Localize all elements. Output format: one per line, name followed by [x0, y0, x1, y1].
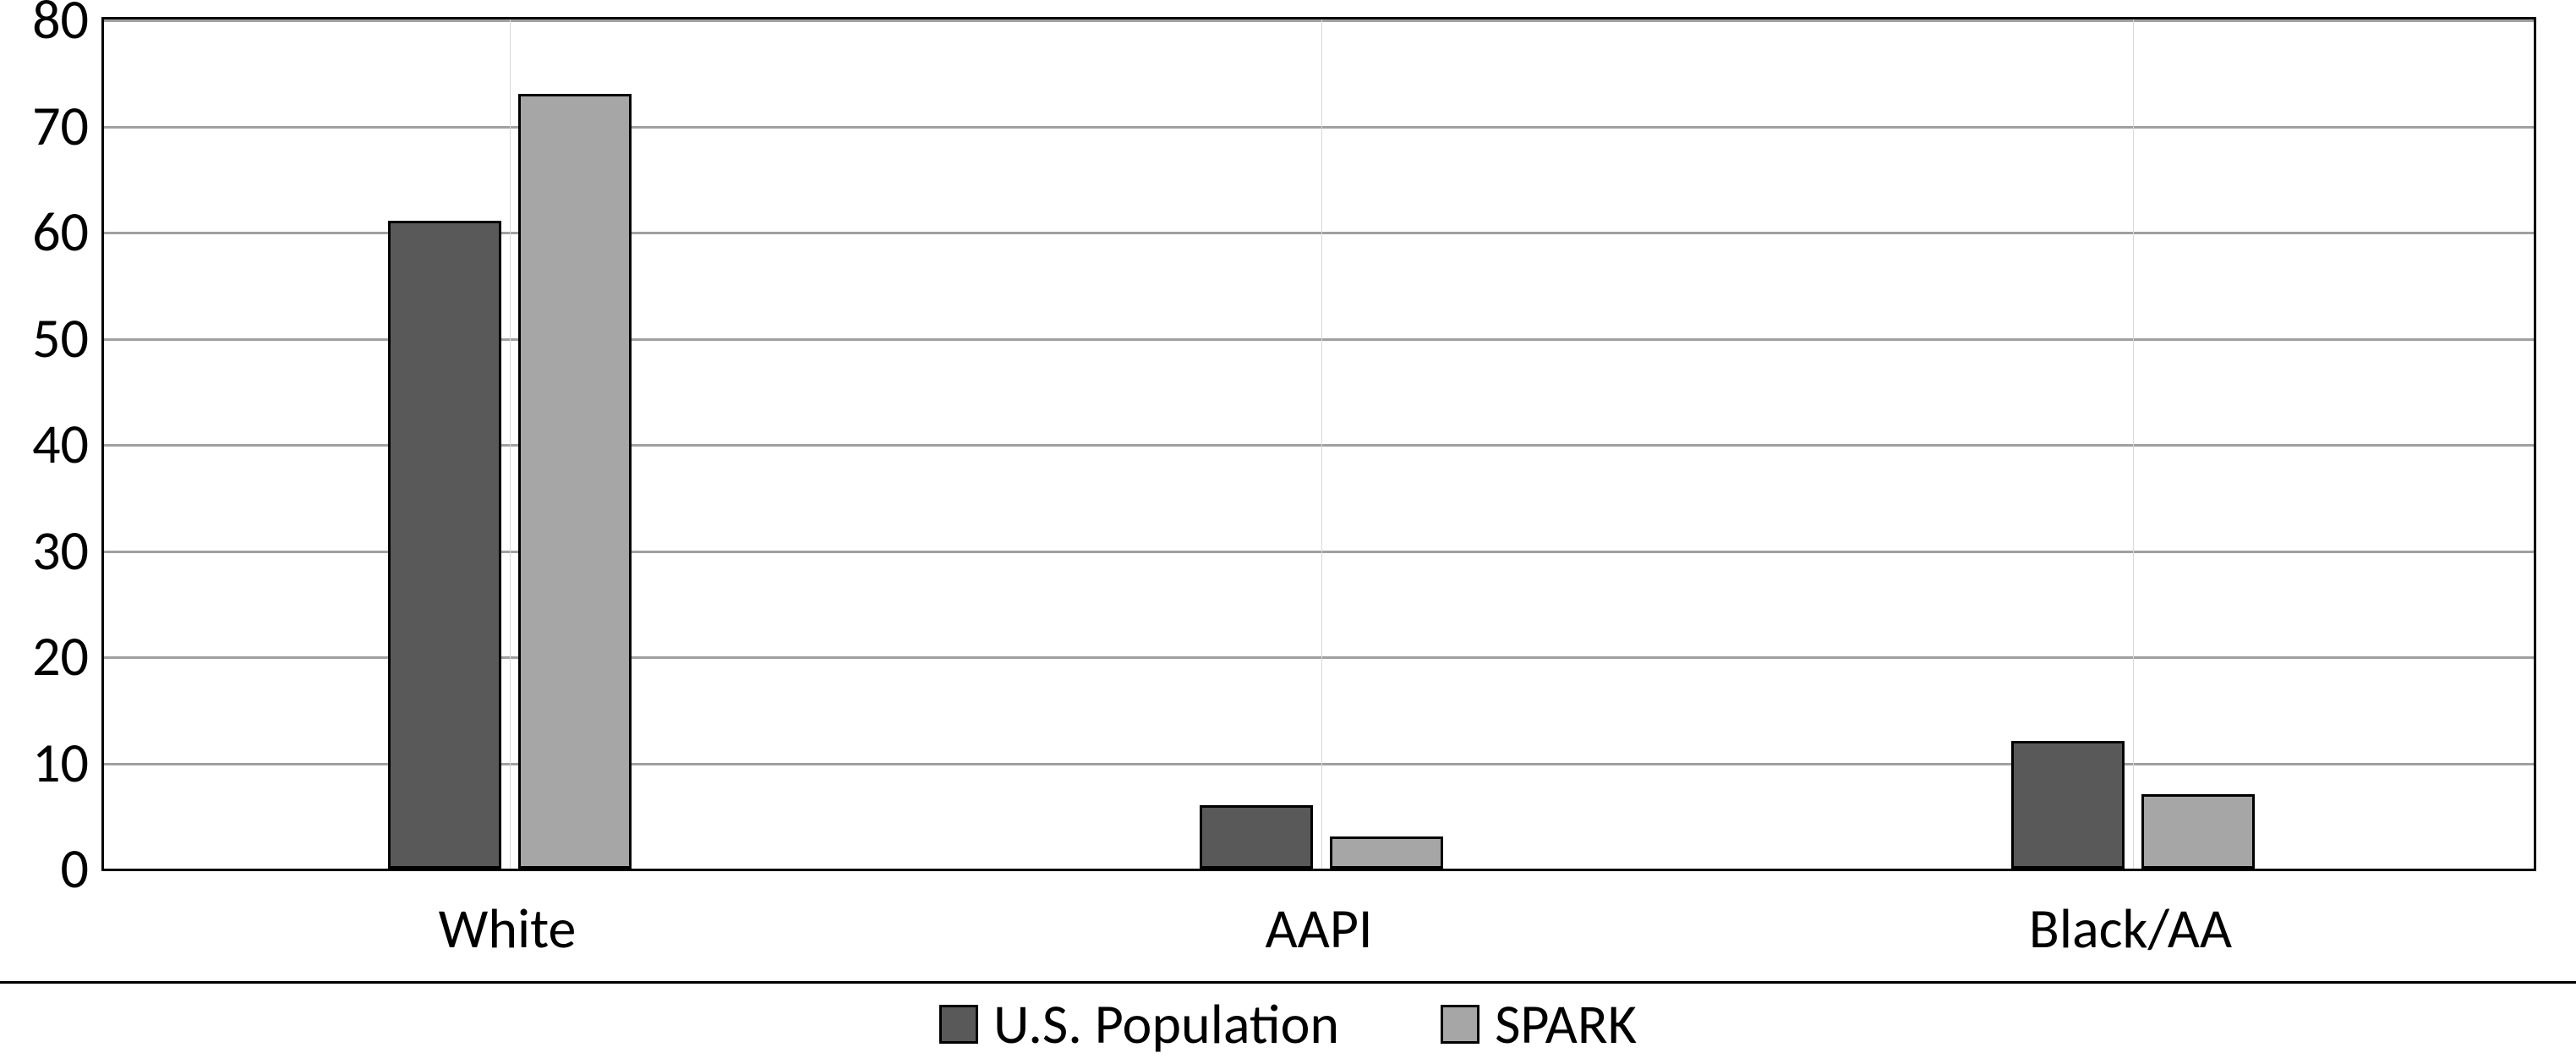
legend-item-spark: SPARK [1441, 990, 1637, 1058]
legend-label-us-population: U.S. Population [993, 990, 1339, 1058]
grouped-bar-chart: 0 10 20 30 40 50 60 70 80 White AAPI Bla… [0, 0, 2576, 1064]
vertical-gridline [1321, 19, 1322, 869]
bar-spark-aapi [1330, 836, 1443, 869]
y-tick-label-20: 20 [0, 628, 89, 684]
y-tick-label-60: 60 [0, 204, 89, 260]
horizontal-gridline [104, 126, 2534, 129]
x-category-label-blackaa: Black/AA [2029, 901, 2232, 957]
y-tick-label-0: 0 [0, 841, 89, 897]
legend-label-spark: SPARK [1495, 990, 1637, 1058]
y-tick-label-40: 40 [0, 416, 89, 472]
bar-us_pop-aapi [1200, 805, 1313, 869]
legend: U.S. Population SPARK [0, 981, 2576, 1064]
plot-area [101, 17, 2536, 871]
bar-us_pop-blackaa [2011, 741, 2125, 869]
x-category-label-aapi: AAPI [1265, 901, 1372, 957]
legend-swatch-spark [1441, 1005, 1479, 1044]
legend-item-us-population: U.S. Population [939, 990, 1339, 1058]
y-tick-label-80: 80 [0, 0, 89, 47]
bar-us_pop-white [388, 221, 501, 869]
x-category-label-white: White [439, 901, 577, 957]
legend-swatch-us-population [939, 1005, 978, 1044]
y-tick-label-30: 30 [0, 523, 89, 579]
y-tick-label-50: 50 [0, 310, 89, 366]
bar-spark-white [518, 94, 632, 869]
bar-spark-blackaa [2141, 794, 2255, 869]
y-tick-label-10: 10 [0, 735, 89, 791]
horizontal-gridline [104, 19, 2534, 22]
vertical-gridline [2133, 19, 2134, 869]
y-tick-label-70: 70 [0, 98, 89, 154]
vertical-gridline [510, 19, 511, 869]
